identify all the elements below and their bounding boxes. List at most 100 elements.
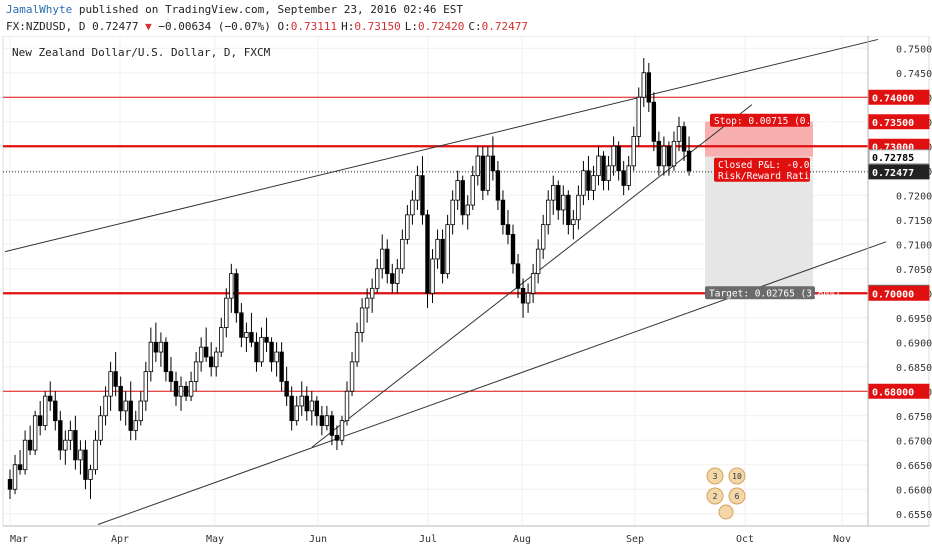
- candle-body: [410, 199, 415, 216]
- closed-pl-label: Closed P&L: -0.00715: [718, 160, 832, 171]
- candle-body: [289, 395, 294, 422]
- event-badge-2-icon[interactable]: [728, 467, 746, 485]
- candle-body: [435, 238, 440, 260]
- svg-text:3: 3: [713, 472, 718, 481]
- lower-channel-line: [97, 241, 887, 526]
- candle-body: [203, 346, 209, 358]
- candle-body: [37, 415, 43, 426]
- candle-body: [369, 287, 375, 299]
- candle-body: [490, 155, 496, 172]
- symbol-line: FX:NZDUSD, D 0.72477 ▼ −0.00634 (−0.07%)…: [6, 20, 528, 33]
- month-label: May: [206, 534, 224, 545]
- candle-body: [22, 439, 28, 471]
- price-tag-label: 0.73000: [872, 142, 914, 153]
- candle-body: [546, 199, 551, 226]
- candle-body: [505, 224, 511, 235]
- time-axis[interactable]: Mar Apr May Jun Jul Aug Sep Oct Nov: [3, 525, 929, 545]
- price-tag: [868, 164, 930, 180]
- high-value: 0.73150: [354, 20, 401, 33]
- high-label: H:: [341, 20, 355, 33]
- candle-body: [576, 194, 581, 221]
- candle-body: [294, 405, 299, 422]
- candle-body: [385, 248, 390, 275]
- candle-body: [98, 415, 103, 441]
- position-labels: Stop: 0.00715 (0.98%) Closed P&L: -0.007…: [705, 113, 850, 300]
- open-value: 0.73111: [290, 20, 338, 33]
- event-badge-3-icon[interactable]: [706, 487, 724, 505]
- candle-body: [158, 341, 164, 353]
- candle-body: [606, 165, 611, 181]
- price-chart[interactable]: New Zealand Dollar/U.S. Dollar, D, FXCM …: [0, 36, 932, 550]
- event-badges[interactable]: 3 10 2 6: [706, 467, 746, 520]
- candle-body: [445, 224, 450, 275]
- candle-body: [460, 180, 465, 216]
- candle-body: [581, 170, 586, 196]
- candle-body: [495, 170, 501, 201]
- candle-body: [500, 199, 506, 226]
- candle-body: [284, 381, 289, 397]
- candle-body: [551, 185, 556, 201]
- month-label: Jun: [309, 534, 327, 545]
- price-tag: [868, 114, 930, 130]
- candle-body: [108, 371, 113, 397]
- candle-body: [611, 145, 616, 167]
- event-badge-5-icon[interactable]: [718, 504, 734, 520]
- open-label: O:: [277, 20, 291, 33]
- candle-body: [641, 72, 646, 98]
- candle-body: [279, 351, 284, 382]
- candle-body: [113, 371, 118, 387]
- candle-body: [510, 234, 516, 265]
- candle-body: [254, 341, 259, 363]
- candle-body: [329, 415, 335, 436]
- candle-body: [349, 361, 355, 392]
- candle-body: [32, 415, 38, 451]
- candle-body: [264, 336, 269, 343]
- candle-body: [12, 464, 18, 490]
- candle-body: [178, 385, 184, 397]
- price-tag: [868, 383, 930, 399]
- candle-body: [133, 420, 138, 431]
- candle-body: [485, 155, 491, 191]
- candle-body: [601, 155, 606, 181]
- candle-body: [309, 400, 314, 412]
- candle-body: [450, 199, 455, 226]
- event-badge-4-icon[interactable]: [728, 487, 746, 505]
- price-tag-label: 0.72785: [872, 153, 914, 164]
- author-link[interactable]: JamalWhyte: [6, 3, 73, 16]
- candle-body: [138, 400, 143, 422]
- candle-body: [27, 439, 33, 451]
- candle-body: [118, 385, 123, 412]
- month-label: Aug: [513, 534, 531, 545]
- price-tag-label: 0.72477: [872, 168, 914, 179]
- candle-body: [193, 361, 199, 382]
- candle-body: [591, 175, 596, 191]
- candle-body: [163, 341, 169, 373]
- price-axis[interactable]: 0.750000.745000.740000.735000.730000.725…: [867, 36, 932, 526]
- candle-body: [63, 439, 68, 451]
- close-label: C:: [468, 20, 482, 33]
- close-value: 0.72477: [481, 20, 528, 33]
- candle-body: [596, 155, 601, 177]
- candle-body: [88, 469, 93, 480]
- candle-body: [244, 332, 249, 338]
- candle-body: [168, 371, 174, 382]
- candle-body: [430, 258, 435, 294]
- candle-body: [405, 214, 410, 240]
- month-label: Mar: [10, 534, 28, 545]
- target-label-box: [705, 286, 815, 300]
- candle-body: [208, 356, 214, 368]
- candle-body: [390, 273, 395, 284]
- month-label: Jul: [419, 534, 437, 545]
- candle-body: [83, 449, 88, 480]
- candle-body: [43, 395, 48, 426]
- candle-body: [183, 385, 189, 397]
- candle-body: [686, 150, 692, 172]
- candle-body: [465, 204, 470, 216]
- target-label: Target: 0.02765 (3.80%): [709, 288, 841, 299]
- published-text: published on TradingView.com, September …: [72, 3, 463, 16]
- event-badge-1-icon[interactable]: [706, 467, 724, 485]
- candle-body: [314, 400, 320, 417]
- symbol-text: FX:NZDUSD, D 0.72477: [6, 20, 139, 33]
